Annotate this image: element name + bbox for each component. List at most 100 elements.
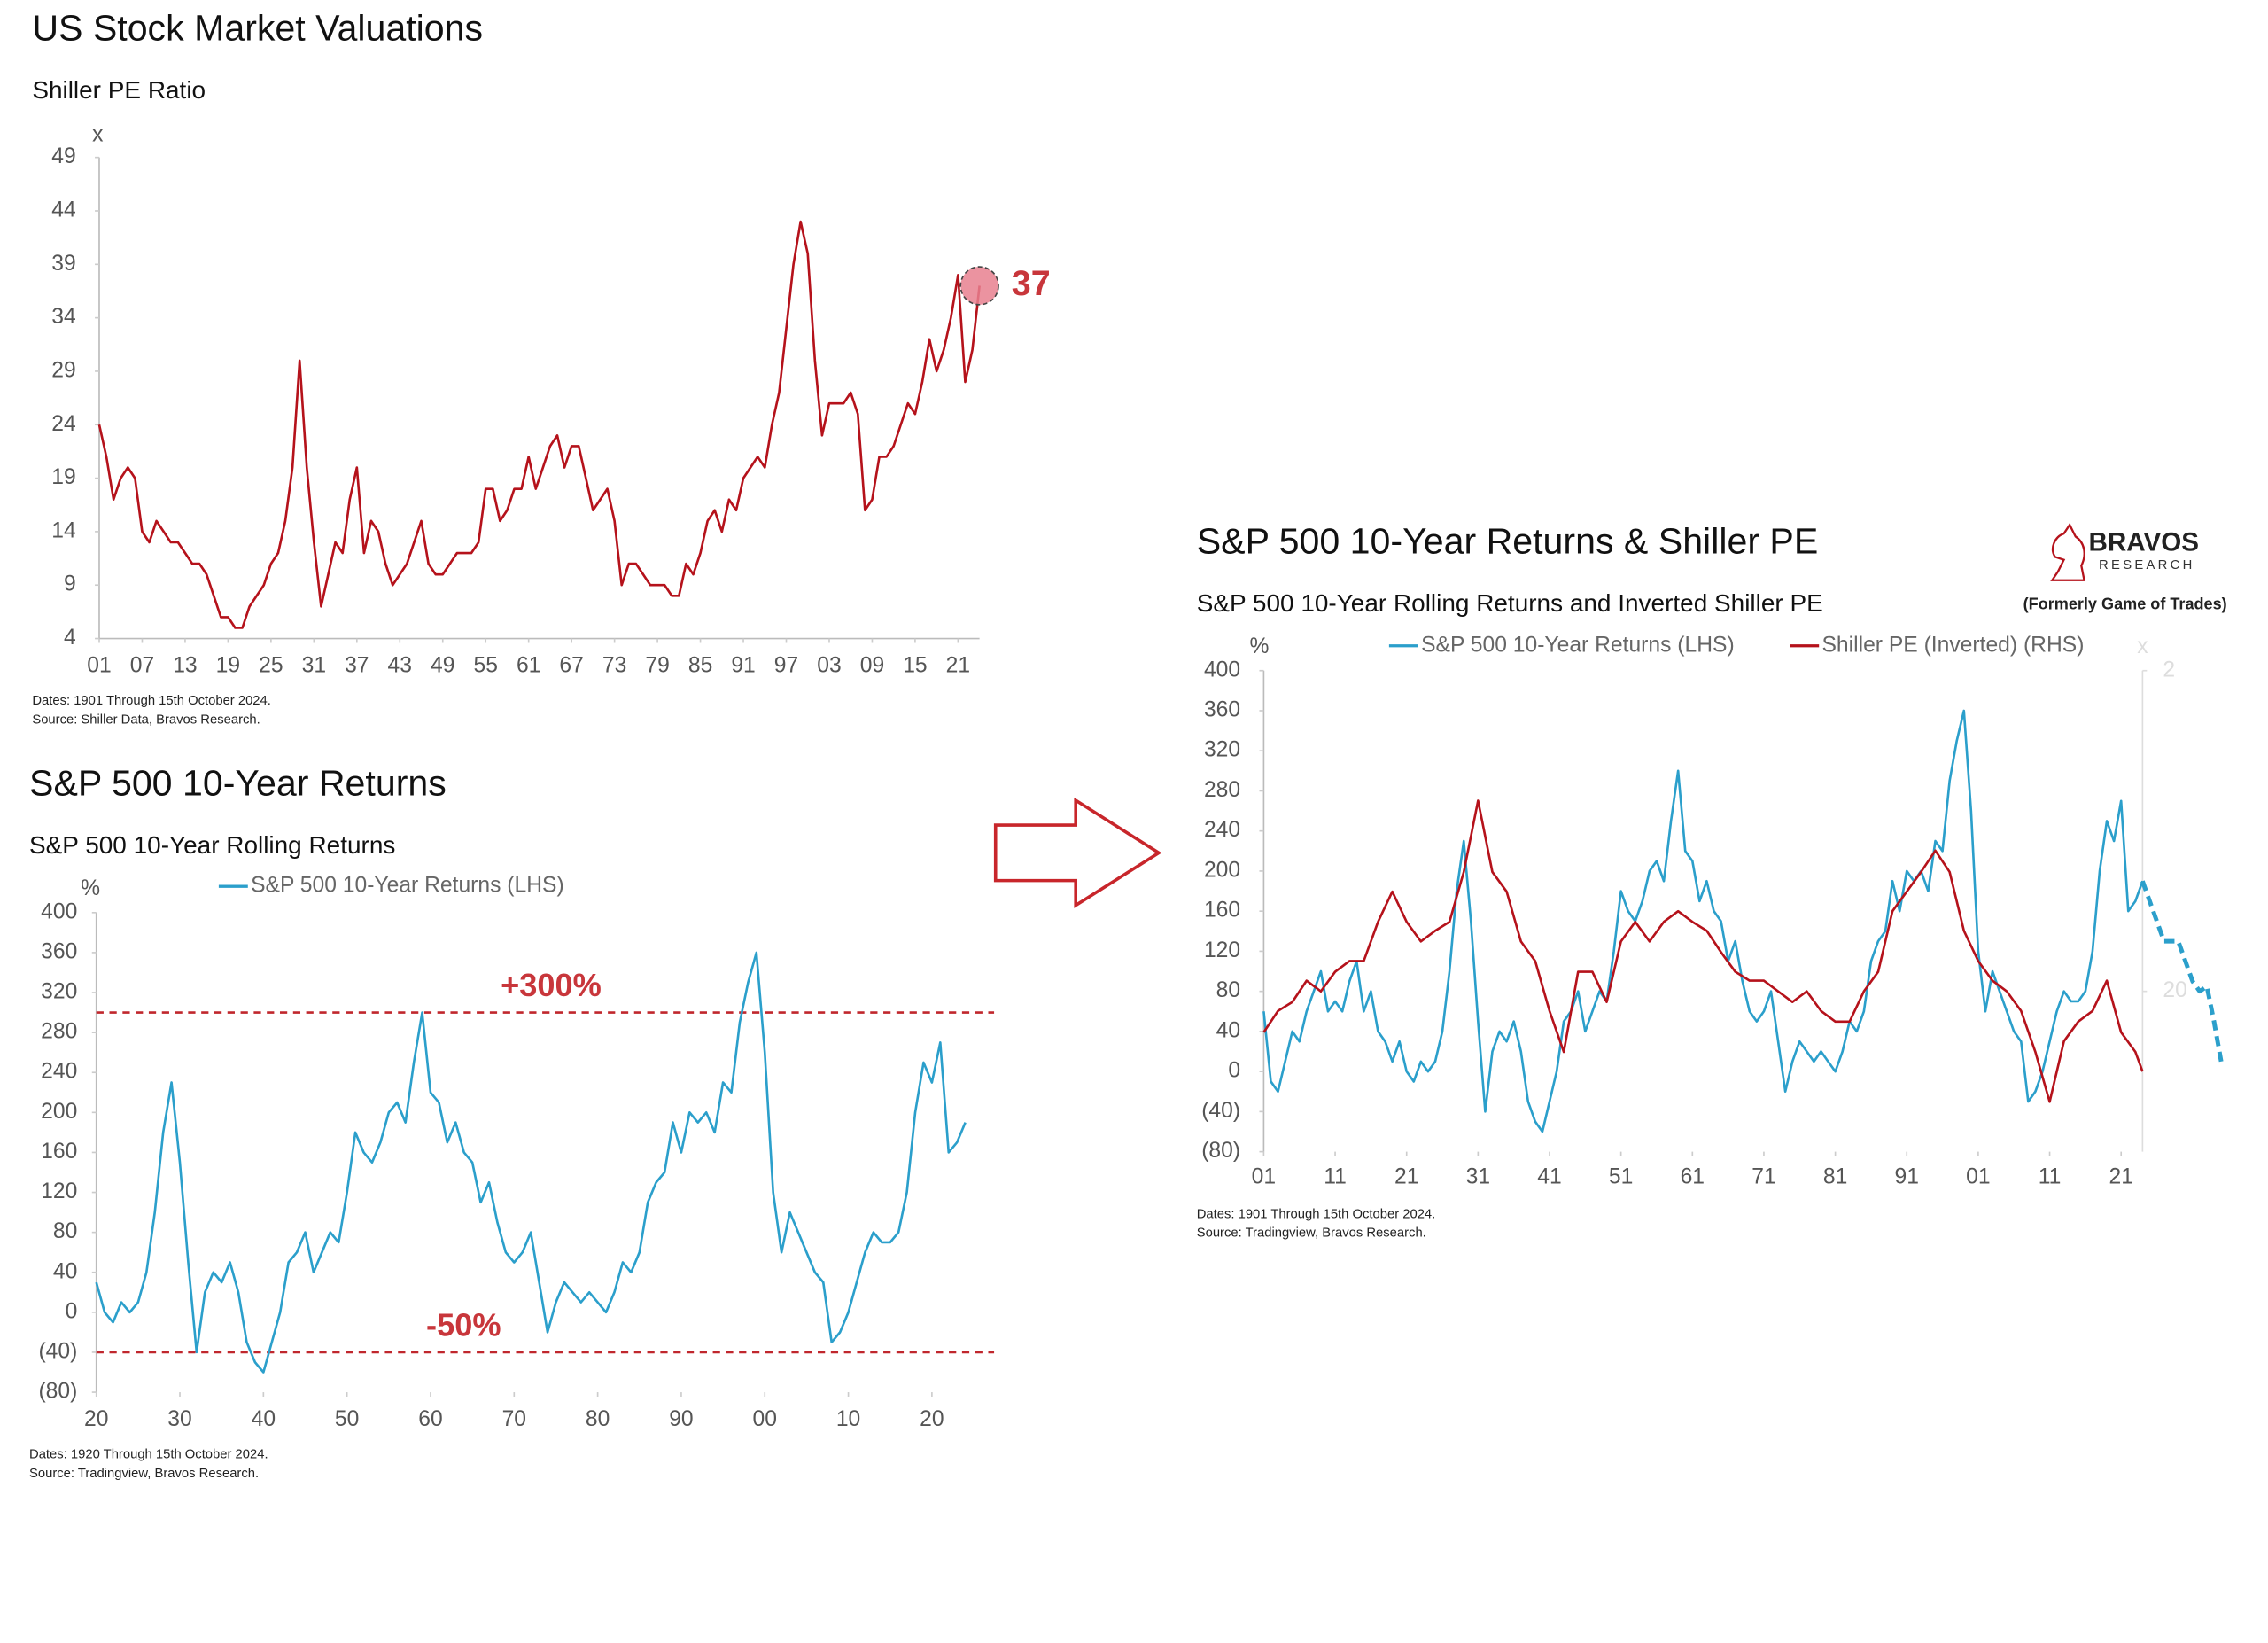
x-tick-label: 37 xyxy=(345,653,369,677)
logo: BRAVOS xyxy=(2089,527,2199,557)
x-tick-label: 11 xyxy=(2039,1165,2062,1189)
y-tick-label: 9 xyxy=(64,572,76,596)
y-unit: x xyxy=(92,123,104,147)
footnote: Dates: 1901 Through 15th October 2024. xyxy=(1197,1207,1436,1221)
x-tick-label: 79 xyxy=(645,653,669,677)
x-tick-label: 07 xyxy=(130,653,154,677)
projection-line xyxy=(2140,880,2224,1063)
y-tick-label: 320 xyxy=(1204,738,1240,762)
footnote: Source: Tradingview, Bravos Research. xyxy=(1197,1226,1426,1241)
x-tick-label: 60 xyxy=(418,1407,442,1431)
x-tick-label: 61 xyxy=(1681,1165,1705,1189)
y-tick-label: (80) xyxy=(38,1380,77,1404)
x-tick-label: 20 xyxy=(920,1407,944,1431)
chart-subtitle: S&P 500 10-Year Rolling Returns xyxy=(29,831,395,859)
y-tick-label: 160 xyxy=(41,1140,77,1164)
x-tick-label: 81 xyxy=(1823,1165,1847,1189)
annotation-label: 37 xyxy=(1012,264,1051,303)
y-unit: % xyxy=(81,876,100,900)
y-tick-label: 160 xyxy=(1204,899,1240,923)
x-tick-label: 01 xyxy=(1966,1165,1990,1189)
y-tick-label: 320 xyxy=(41,980,77,1004)
x-tick-label: 40 xyxy=(252,1407,276,1431)
x-tick-label: 80 xyxy=(586,1407,610,1431)
x-tick-label: 09 xyxy=(860,653,884,677)
x-tick-label: 49 xyxy=(431,653,454,677)
y-tick-label: 34 xyxy=(51,305,75,329)
x-tick-label: 20 xyxy=(84,1407,108,1431)
legend-label: S&P 500 10-Year Returns (LHS) xyxy=(1421,633,1735,657)
logo-icon xyxy=(2050,522,2085,581)
legend-label: Shiller PE (Inverted) (RHS) xyxy=(1821,633,2084,657)
x-tick-label: 97 xyxy=(774,653,798,677)
y-tick-label: 400 xyxy=(1204,658,1240,681)
x-tick-label: 21 xyxy=(2109,1165,2132,1189)
y-tick-label: 0 xyxy=(1228,1059,1240,1083)
x-tick-label: 70 xyxy=(502,1407,526,1431)
y-tick-label: 240 xyxy=(1204,818,1240,842)
x-tick-label: 43 xyxy=(388,653,412,677)
x-tick-label: 51 xyxy=(1609,1165,1633,1189)
y-tick-label: 44 xyxy=(51,199,75,222)
chart-subtitle: S&P 500 10-Year Rolling Returns and Inve… xyxy=(1197,589,1823,617)
arrow xyxy=(993,797,1162,908)
y-tick-label: 80 xyxy=(1216,978,1240,1002)
annotation-marker xyxy=(959,266,999,306)
series-line xyxy=(1262,709,2144,1133)
x-tick-label: 21 xyxy=(1394,1165,1418,1189)
footnote: Dates: 1920 Through 15th October 2024. xyxy=(29,1448,268,1462)
x-tick-label: 01 xyxy=(87,653,111,677)
y-tick-label: 49 xyxy=(51,144,75,168)
y-tick-label: 120 xyxy=(1204,938,1240,962)
reference-label: +300% xyxy=(501,967,602,1003)
chart-title: US Stock Market Valuations xyxy=(32,7,483,48)
footnote: Source: Shiller Data, Bravos Research. xyxy=(32,713,260,728)
x-tick-label: 50 xyxy=(335,1407,359,1431)
x-tick-label: 71 xyxy=(1751,1165,1775,1189)
x-tick-label: 01 xyxy=(1252,1165,1276,1189)
x-tick-label: 31 xyxy=(302,653,326,677)
reference-label: -50% xyxy=(426,1307,501,1343)
y-tick-label: (40) xyxy=(38,1339,77,1363)
y-tick-label: 200 xyxy=(1204,858,1240,882)
y-tick-label: 360 xyxy=(1204,697,1240,721)
y-tick-label: 120 xyxy=(41,1180,77,1203)
y-tick-label: 39 xyxy=(51,252,75,276)
y-tick-label: 280 xyxy=(41,1020,77,1044)
y-tick-label: 240 xyxy=(41,1060,77,1084)
y-tick-label: 14 xyxy=(51,518,75,542)
y-tick-label: 19 xyxy=(51,465,75,489)
series-line xyxy=(97,220,981,629)
y-tick-label: 280 xyxy=(1204,778,1240,802)
x-tick-label: 15 xyxy=(903,653,927,677)
logo-sub: RESEARCH xyxy=(2099,558,2195,572)
y-tick-label: 29 xyxy=(51,358,75,382)
y-tick-label: 360 xyxy=(41,939,77,963)
y-tick-label: (40) xyxy=(1201,1099,1240,1123)
x-tick-label: 85 xyxy=(688,653,712,677)
logo-note: (Formerly Game of Trades) xyxy=(2023,595,2227,612)
x-tick-label: 73 xyxy=(602,653,626,677)
x-tick-label: 31 xyxy=(1466,1165,1490,1189)
y-tick-label: (80) xyxy=(1201,1139,1240,1163)
x-tick-label: 91 xyxy=(1895,1165,1919,1189)
legend-label: S&P 500 10-Year Returns (LHS) xyxy=(251,874,564,898)
x-tick-label: 19 xyxy=(216,653,240,677)
y-tick-label: 200 xyxy=(41,1100,77,1124)
x-tick-label: 41 xyxy=(1537,1165,1561,1189)
x-tick-label: 25 xyxy=(259,653,283,677)
chart-title: S&P 500 10-Year Returns xyxy=(29,763,447,804)
x-tick-label: 55 xyxy=(474,653,498,677)
y-tick-label: 24 xyxy=(51,412,75,436)
x-tick-label: 61 xyxy=(517,653,540,677)
y-tick-label: 40 xyxy=(53,1259,77,1283)
y2-tick-label: 20 xyxy=(2163,978,2186,1002)
y-tick-label: 400 xyxy=(41,899,77,923)
y2-tick-label: 2 xyxy=(2163,658,2175,681)
y-tick-label: 80 xyxy=(53,1219,77,1243)
chart-title: S&P 500 10-Year Returns & Shiller PE xyxy=(1197,520,1819,561)
series-line xyxy=(95,951,967,1374)
x-tick-label: 21 xyxy=(946,653,970,677)
footnote: Dates: 1901 Through 15th October 2024. xyxy=(32,694,271,708)
